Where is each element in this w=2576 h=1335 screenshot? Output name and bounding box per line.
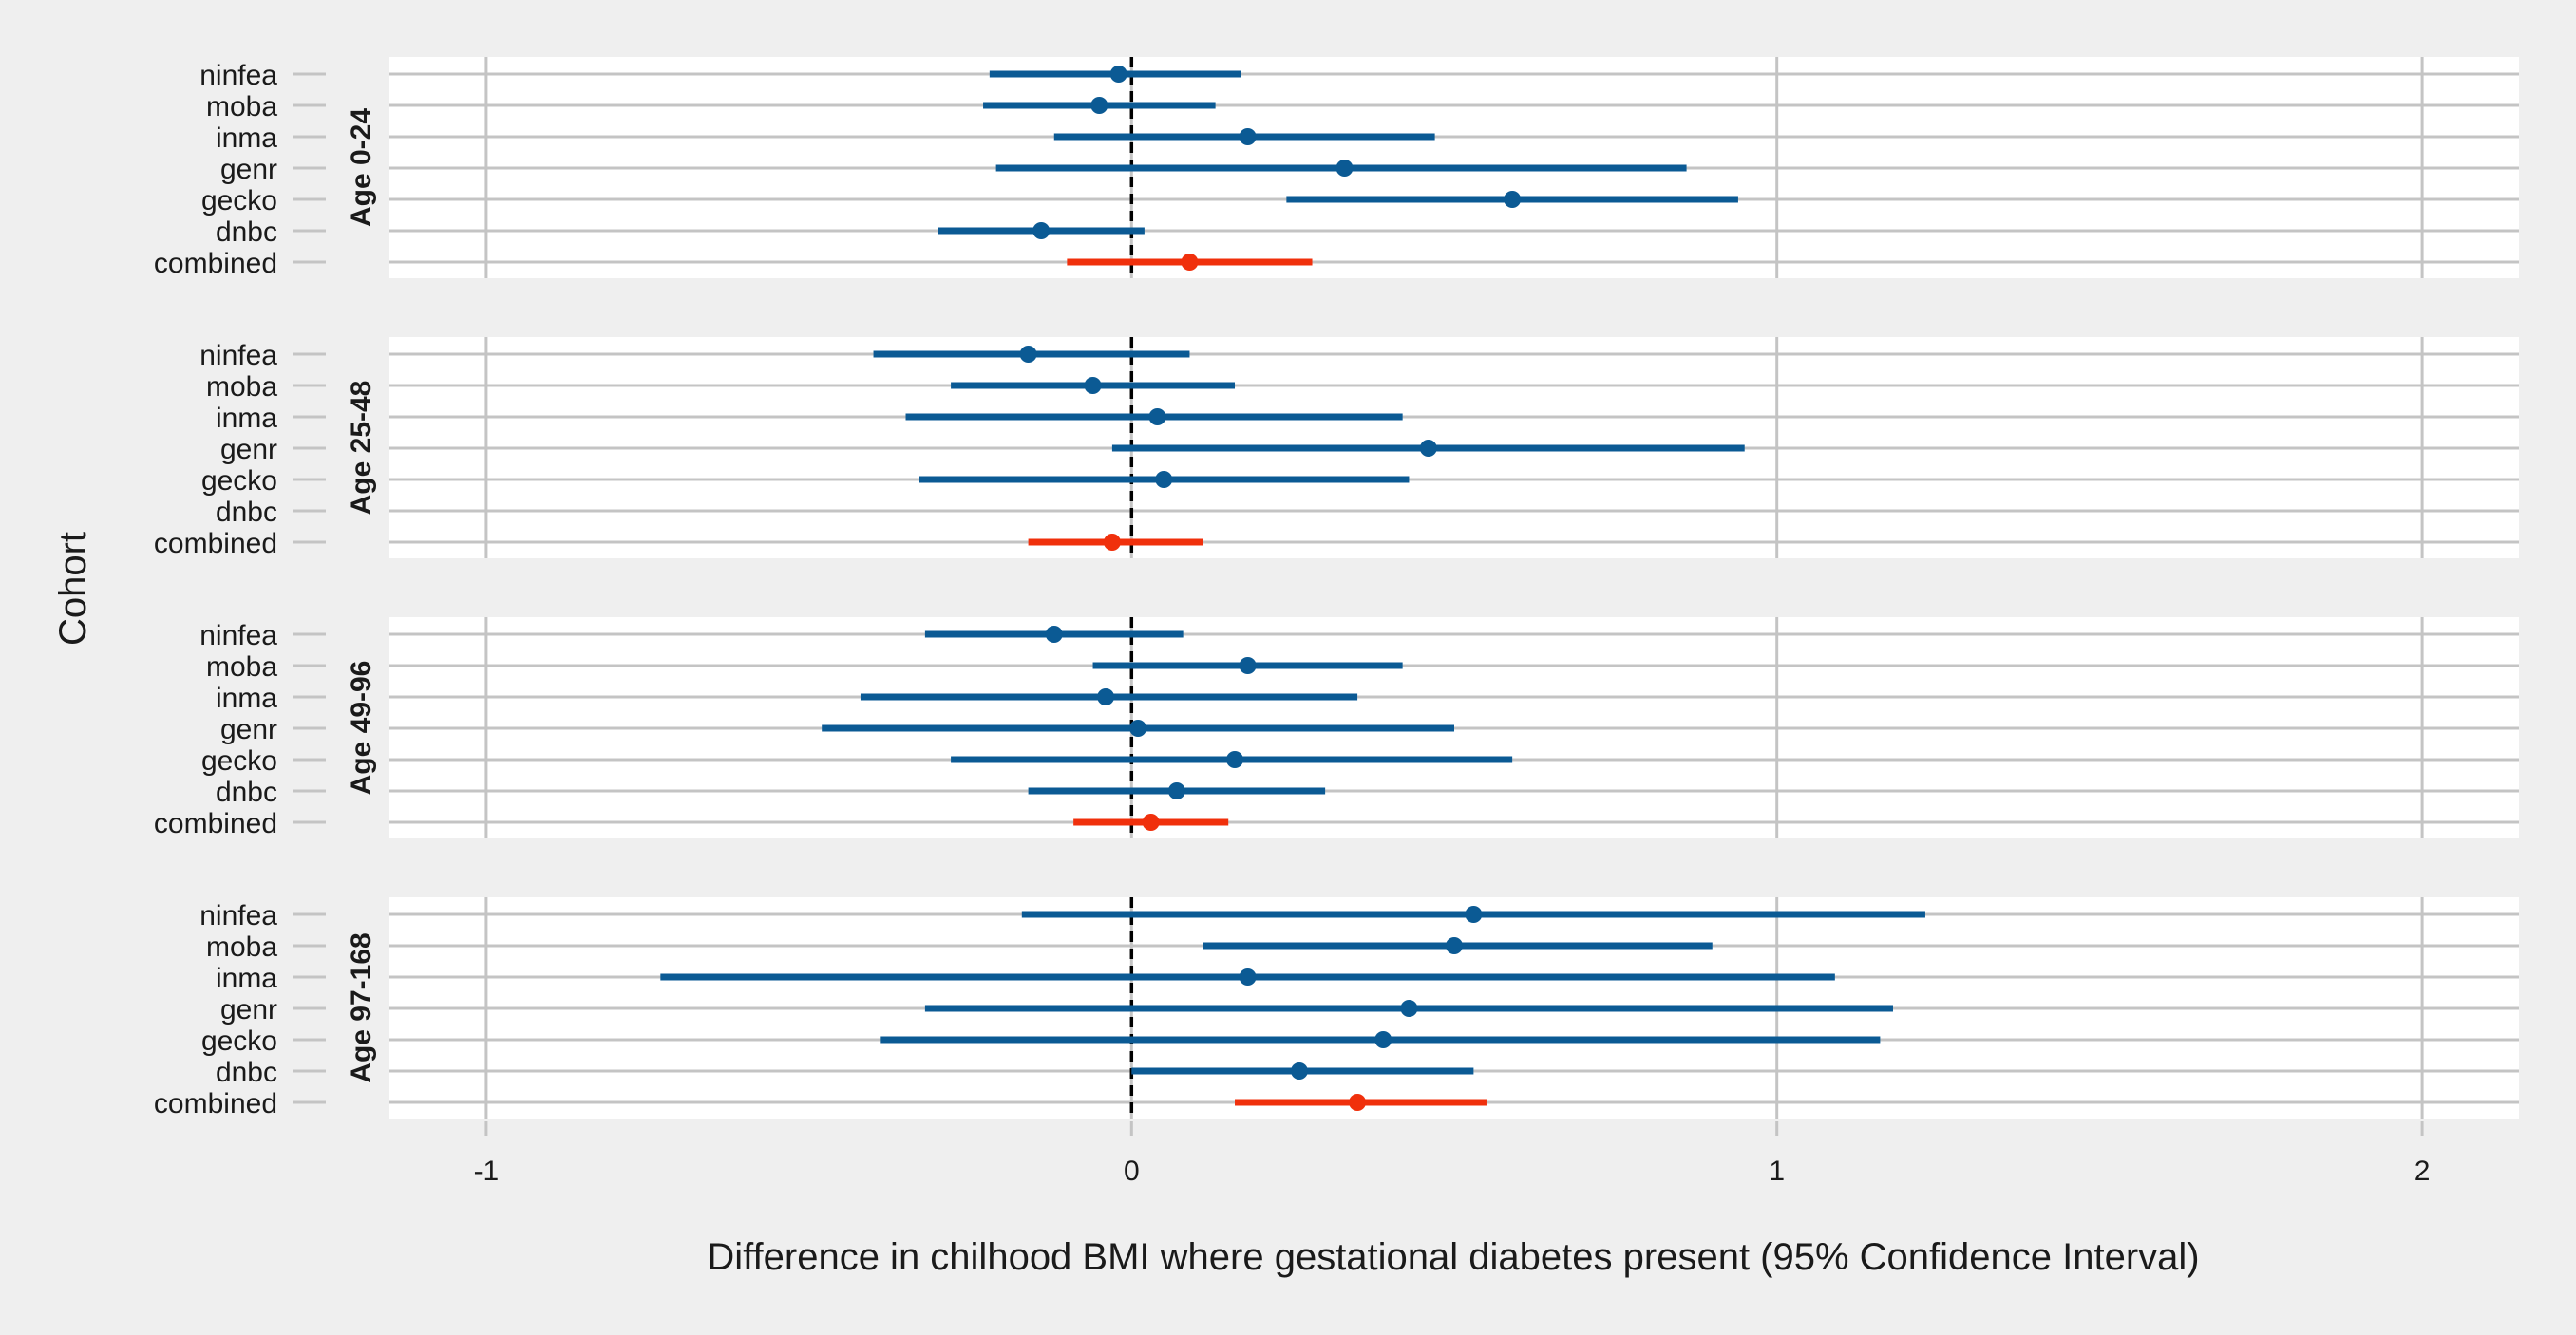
point-estimate-ninfea (1019, 346, 1037, 363)
cohort-label-ninfea: ninfea (199, 620, 277, 651)
point-estimate-dnbc (1032, 222, 1051, 239)
strip-label: Age 97-168 (346, 932, 377, 1082)
cohort-label-genr: genr (220, 994, 277, 1025)
point-estimate-genr (1419, 440, 1437, 457)
x-tick-label: 1 (1769, 1156, 1785, 1187)
point-estimate-ninfea (1109, 66, 1127, 83)
cohort-label-gecko: gecko (201, 185, 277, 216)
point-estimate-inma (1239, 128, 1257, 145)
point-estimate-genr (1335, 160, 1354, 177)
cohort-label-gecko: gecko (201, 465, 277, 497)
point-estimate-inma (1239, 968, 1257, 986)
x-tick-label: -1 (474, 1156, 500, 1187)
cohort-label-ninfea: ninfea (199, 900, 277, 931)
cohort-label-dnbc: dnbc (216, 777, 277, 808)
cohort-label-inma: inma (216, 122, 277, 154)
strip-label: Age 49-96 (346, 661, 377, 796)
cohort-label-ninfea: ninfea (199, 340, 277, 371)
x-tick-label: 0 (1124, 1156, 1140, 1187)
point-estimate-inma (1097, 688, 1115, 705)
point-estimate-combined (1103, 534, 1121, 551)
point-estimate-genr (1129, 720, 1147, 737)
cohort-label-dnbc: dnbc (216, 216, 277, 248)
point-estimate-moba (1239, 657, 1257, 674)
x-tick-label: 2 (2415, 1156, 2431, 1187)
cohort-label-genr: genr (220, 154, 277, 185)
point-estimate-gecko (1155, 471, 1173, 488)
point-estimate-moba (1090, 97, 1108, 114)
cohort-label-gecko: gecko (201, 745, 277, 777)
point-estimate-inma (1148, 408, 1166, 425)
point-estimate-moba (1446, 937, 1463, 954)
cohort-label-combined: combined (154, 1088, 277, 1119)
point-estimate-ninfea (1045, 626, 1063, 643)
point-estimate-moba (1084, 377, 1102, 394)
cohort-label-moba: moba (206, 371, 277, 403)
cohort-label-moba: moba (206, 931, 277, 963)
strip-label: Age 0-24 (346, 108, 377, 227)
cohort-label-inma: inma (216, 403, 277, 434)
point-estimate-dnbc (1290, 1062, 1308, 1080)
cohort-label-dnbc: dnbc (216, 497, 277, 528)
point-estimate-genr (1400, 1000, 1418, 1017)
cohort-label-ninfea: ninfea (199, 60, 277, 91)
cohort-label-combined: combined (154, 528, 277, 559)
point-estimate-combined (1181, 254, 1199, 271)
x-axis-title: Difference in chilhood BMI where gestati… (707, 1236, 2199, 1278)
point-estimate-combined (1349, 1094, 1367, 1111)
x-axis: -1 0 1 2 (474, 1121, 2431, 1187)
cohort-label-moba: moba (206, 91, 277, 122)
cohort-label-moba: moba (206, 651, 277, 683)
cohort-label-inma: inma (216, 683, 277, 714)
point-estimate-gecko (1374, 1031, 1392, 1048)
cohort-label-dnbc: dnbc (216, 1057, 277, 1088)
point-estimate-combined (1142, 814, 1160, 831)
point-estimate-ninfea (1465, 906, 1483, 923)
point-estimate-dnbc (1167, 782, 1185, 799)
y-axis-title: Cohort (52, 532, 94, 646)
cohort-label-genr: genr (220, 434, 277, 465)
cohort-label-combined: combined (154, 248, 277, 279)
cohort-label-genr: genr (220, 714, 277, 745)
strip-label: Age 25-48 (346, 381, 377, 516)
cohort-label-gecko: gecko (201, 1025, 277, 1057)
cohort-label-combined: combined (154, 808, 277, 839)
point-estimate-gecko (1226, 751, 1244, 768)
cohort-label-inma: inma (216, 963, 277, 994)
point-estimate-gecko (1504, 191, 1522, 208)
